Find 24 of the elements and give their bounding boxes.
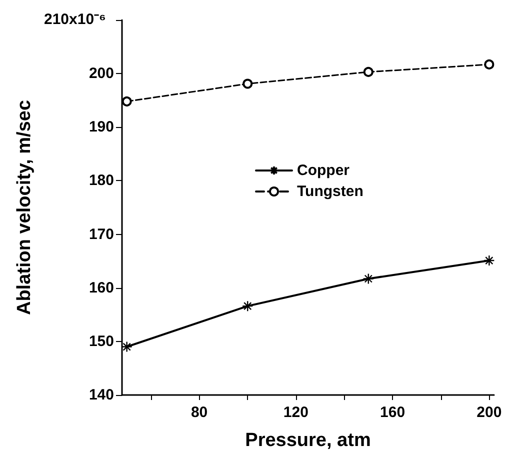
y-tick-label: 150 xyxy=(88,332,114,350)
text: 210x10⁻⁶ xyxy=(44,11,106,28)
x-tick-label: 120 xyxy=(283,404,308,421)
point xyxy=(484,254,495,266)
x-tick-label: 200 xyxy=(476,404,502,421)
y-tick-label: 170 xyxy=(88,226,114,243)
x-axis-title: Pressure, atm xyxy=(245,430,371,451)
y-tick-label: 140 xyxy=(88,386,114,404)
y-tick-label: 200 xyxy=(88,65,114,82)
point xyxy=(242,78,253,89)
point xyxy=(484,59,494,70)
legend-label: Copper xyxy=(297,162,350,179)
y-tick-label: 190 xyxy=(88,118,114,136)
y-axis-title: Ablation velocity, m/sec xyxy=(14,100,35,316)
x-tick-label: 160 xyxy=(380,404,406,421)
x-tick-label: 80 xyxy=(190,404,208,421)
point xyxy=(121,341,132,352)
point xyxy=(242,300,254,312)
y-tick-label: 160 xyxy=(88,279,114,296)
point xyxy=(363,66,374,77)
point xyxy=(122,96,132,106)
y-tick-label: 180 xyxy=(88,172,114,190)
legend-label: Tungsten xyxy=(297,183,364,200)
point xyxy=(362,273,374,284)
